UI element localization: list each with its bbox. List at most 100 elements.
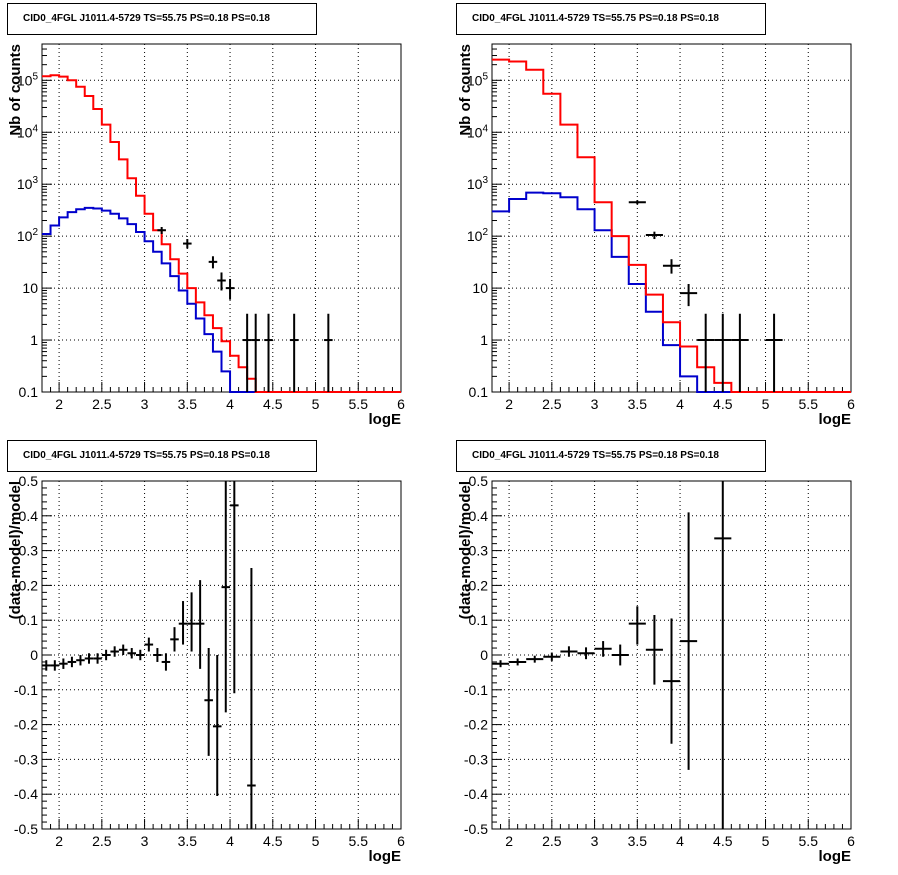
panel-2-x-tick-label: 4 bbox=[676, 396, 684, 412]
panel-2-component-model-histogram bbox=[492, 191, 851, 393]
panel-3-data-point bbox=[76, 655, 85, 666]
panel-1-data-point bbox=[208, 256, 218, 269]
panel-2-y-tick-label: 105 bbox=[467, 71, 489, 88]
panel-1-y-tick-label: 10 bbox=[22, 280, 38, 296]
panel-2-x-tick-label: 5 bbox=[762, 396, 770, 412]
panel-3-x-tick-label: 5.5 bbox=[349, 833, 369, 849]
panel-4-x-tick-label: 6 bbox=[847, 833, 855, 849]
panel-2-data-point bbox=[645, 231, 663, 240]
panel-3-y-tick-label: 0.1 bbox=[19, 612, 39, 628]
panel-1-y-tick-label: 105 bbox=[17, 71, 39, 88]
panel-3-data-point bbox=[204, 648, 213, 756]
panel-3-plot-frame bbox=[41, 480, 402, 830]
panel-3-x-tick-label: 2 bbox=[55, 833, 63, 849]
panel-2-x-axis-title: logE bbox=[819, 411, 852, 428]
panel-4-data-point bbox=[611, 644, 629, 666]
panel-4-data-point bbox=[645, 614, 663, 685]
panel-3-data-point bbox=[195, 580, 205, 669]
panel-3-y-tick-label: 0.5 bbox=[19, 473, 39, 489]
panel-4-data-point bbox=[492, 660, 510, 668]
panel-1-data-point bbox=[264, 313, 273, 392]
panel-1-x-tick-label: 4.5 bbox=[263, 396, 283, 412]
panel-3-x-axis-title: logE bbox=[369, 848, 402, 865]
panel-4-y-tick-label: -0.3 bbox=[464, 751, 488, 767]
panel-2-data-point bbox=[697, 313, 715, 392]
panel-4-x-tick-label: 4 bbox=[676, 833, 684, 849]
panel-4-x-tick-label: 2.5 bbox=[542, 833, 562, 849]
panel-3-x-tick-label: 3.5 bbox=[178, 833, 198, 849]
panel-3-data-point bbox=[144, 637, 154, 652]
panel-4-data-point bbox=[714, 481, 732, 829]
panel-3-y-tick-label: -0.4 bbox=[14, 786, 38, 802]
panel-2-y-tick-label: 10 bbox=[472, 280, 488, 296]
panel-3-title: CID0_4FGL J1011.4-5729 TS=55.75 PS=0.18 … bbox=[7, 440, 317, 472]
panel-4-y-tick-label: 0.3 bbox=[469, 543, 489, 559]
panel-2-x-tick-label: 3 bbox=[591, 396, 599, 412]
panel-1-data-point bbox=[251, 313, 260, 392]
panel-4-y-axis-title: (data-model)/model bbox=[457, 481, 474, 619]
panel-4-y-tick-label: 0.2 bbox=[469, 577, 489, 593]
panel-4-y-tick-label: -0.2 bbox=[464, 717, 488, 733]
panel-4-data-point bbox=[509, 658, 527, 666]
panel-1-data-point bbox=[183, 239, 192, 249]
panel-4-data-point bbox=[543, 652, 561, 661]
panel-4-data-point bbox=[594, 641, 612, 657]
panel-1-data-point bbox=[242, 313, 252, 392]
panel-1-x-tick-label: 2.5 bbox=[92, 396, 112, 412]
panel-2-data-point bbox=[628, 200, 646, 205]
panel-2-x-tick-label: 6 bbox=[847, 396, 855, 412]
panel-3-data-point bbox=[247, 568, 256, 829]
panel-2-y-tick-label: 1 bbox=[480, 332, 488, 348]
panel-1-y-tick-label: 104 bbox=[17, 123, 39, 140]
panel-2-y-tick-label: 104 bbox=[467, 123, 489, 140]
panel-3-y-tick-label: -0.2 bbox=[14, 717, 38, 733]
panel-1-title: CID0_4FGL J1011.4-5729 TS=55.75 PS=0.18 … bbox=[7, 3, 317, 35]
panel-3-x-tick-label: 5 bbox=[312, 833, 320, 849]
panel-3-data-point bbox=[170, 627, 179, 652]
panel-4-y-tick-label: 0.5 bbox=[469, 473, 489, 489]
panel-1-y-tick-label: 103 bbox=[17, 175, 39, 192]
panel-3-data-point bbox=[212, 655, 222, 796]
panel-4-y-tick-label: -0.4 bbox=[464, 786, 488, 802]
panel-4-x-tick-label: 3 bbox=[591, 833, 599, 849]
panel-4-y-tick-label: 0.4 bbox=[469, 508, 489, 524]
panel-4-data-point bbox=[577, 647, 595, 660]
panel-1-data-point bbox=[225, 278, 235, 300]
panel-4-data-point bbox=[560, 646, 578, 657]
panel-3-data-point bbox=[84, 653, 94, 664]
panel-3-data-point bbox=[101, 649, 111, 661]
panel-3-y-tick-label: 0.2 bbox=[19, 577, 39, 593]
panel-3-y-tick-label: 0.3 bbox=[19, 543, 39, 559]
panel-3-x-tick-label: 3 bbox=[141, 833, 149, 849]
panel-2-y-tick-label: 103 bbox=[467, 175, 489, 192]
panel-1-x-axis-title: logE bbox=[369, 411, 402, 428]
panel-4-data-point bbox=[526, 655, 544, 663]
panel-3-y-tick-label: -0.1 bbox=[14, 682, 38, 698]
panel-3-data-point bbox=[187, 592, 196, 652]
panel-3-x-tick-label: 4.5 bbox=[263, 833, 283, 849]
panel-1-x-tick-label: 4 bbox=[226, 396, 234, 412]
panel-4-data-point bbox=[680, 512, 698, 770]
panel-3-data-point bbox=[118, 644, 128, 655]
panel-1-data-point bbox=[217, 272, 226, 291]
panel-2-x-tick-label: 3.5 bbox=[628, 396, 648, 412]
panel-2-data-point bbox=[662, 259, 681, 274]
panel-2-data-point bbox=[731, 313, 749, 392]
panel-3-y-tick-label: 0.4 bbox=[19, 508, 39, 524]
panel-4-title: CID0_4FGL J1011.4-5729 TS=55.75 PS=0.18 … bbox=[456, 440, 766, 472]
panel-2-x-tick-label: 5.5 bbox=[799, 396, 819, 412]
panel-4-x-tick-label: 5 bbox=[762, 833, 770, 849]
panel-3-data-point bbox=[230, 481, 239, 694]
panel-2-y-tick-label: 102 bbox=[467, 227, 489, 244]
panel-3-y-tick-label: -0.5 bbox=[14, 821, 38, 837]
panel-1-y-axis-title: Nb of counts bbox=[7, 44, 24, 136]
panel-1-x-tick-label: 3.5 bbox=[178, 396, 198, 412]
panel-2-data-point bbox=[765, 313, 783, 392]
panel-1-x-tick-label: 6 bbox=[397, 396, 405, 412]
panel-2-x-tick-label: 2.5 bbox=[542, 396, 562, 412]
panel-1-x-tick-label: 2 bbox=[55, 396, 63, 412]
panel-4-y-tick-label: -0.1 bbox=[464, 682, 488, 698]
panel-3-data-point bbox=[153, 648, 162, 662]
panel-4-x-tick-label: 2 bbox=[505, 833, 513, 849]
panel-3-y-axis-title: (data-model)/model bbox=[7, 481, 24, 619]
